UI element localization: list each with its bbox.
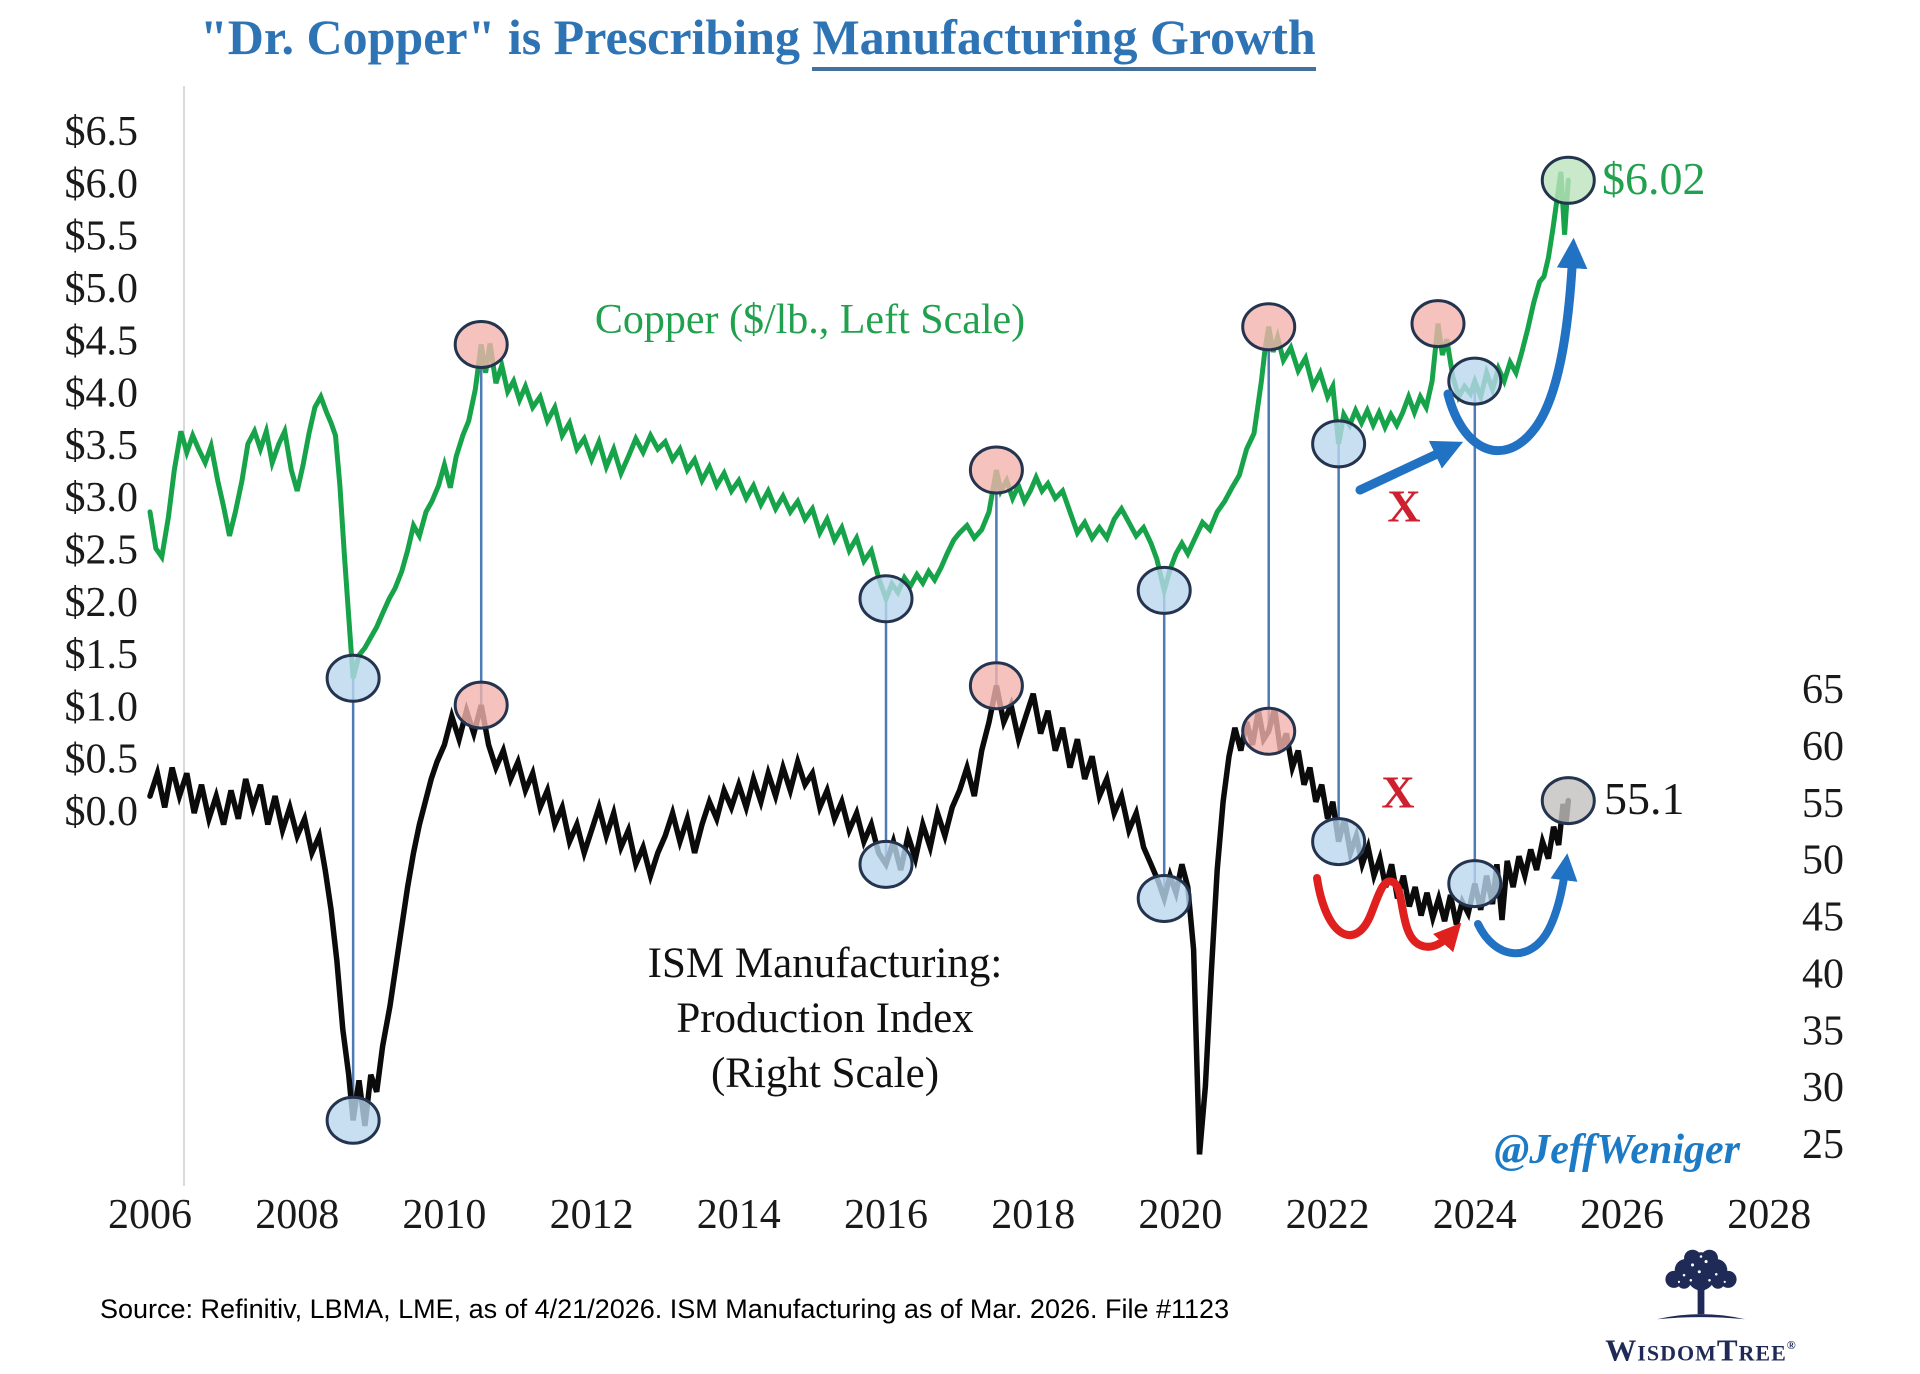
left-axis-tick-label: $4.0: [65, 371, 139, 417]
left-axis-tick-label: $2.0: [65, 580, 139, 626]
x-axis-tick-label: 2020: [1138, 1192, 1222, 1238]
left-axis-tick-label: $5.0: [65, 266, 139, 312]
x-axis-tick-label: 2014: [697, 1192, 781, 1238]
copper-series-label: Copper ($/lb., Left Scale): [594, 297, 1026, 343]
right-axis-tick-label: 50: [1802, 838, 1844, 884]
left-axis-tick-label: $3.0: [65, 475, 139, 521]
x-annotation: X: [1381, 767, 1414, 818]
ism-marker-circle-red: [453, 680, 509, 730]
x-axis-tick-label: 2028: [1727, 1192, 1811, 1238]
title-plain: "Dr. Copper" is Prescribing: [200, 9, 813, 65]
right-axis-tick-label: 65: [1802, 667, 1844, 713]
x-axis-tick-label: 2022: [1286, 1192, 1370, 1238]
copper-marker-circle-blue: [858, 574, 914, 624]
left-axis-tick-label: $4.5: [65, 318, 139, 364]
ism-marker-circle-gray: [1540, 776, 1596, 826]
ism-marker-circle-red: [1241, 706, 1297, 756]
copper-marker-circle-blue: [1311, 419, 1367, 469]
left-axis-tick-label: $2.5: [65, 528, 139, 574]
ism-series-label-line2: Production Index: [676, 995, 974, 1042]
left-axis-tick-label: $5.5: [65, 214, 139, 260]
right-axis-tick-label: 35: [1802, 1008, 1844, 1054]
ism-marker-circle-blue: [1447, 859, 1503, 909]
page-title: "Dr. Copper" is Prescribing Manufacturin…: [200, 8, 1316, 71]
x-axis-tick-label: 2018: [991, 1192, 1075, 1238]
right-axis-tick-label: 55: [1802, 781, 1844, 827]
left-axis-tick-label: $3.5: [65, 423, 139, 469]
copper-last-value-callout: $6.02: [1602, 153, 1706, 204]
left-axis-tick-label: $1.0: [65, 684, 139, 730]
wisdomtree-wordmark: WisdomTree®: [1596, 1331, 1806, 1368]
copper-marker-circle-blue: [1447, 356, 1503, 406]
left-axis-tick-label: $0.0: [65, 789, 139, 835]
ism-series-label-line1: ISM Manufacturing:: [647, 940, 1003, 987]
copper-marker-circle-blue: [325, 653, 381, 703]
ism-marker-circle-blue: [1311, 817, 1367, 867]
title-underlined: Manufacturing Growth: [812, 9, 1316, 71]
source-note: Source: Refinitiv, LBMA, LME, as of 4/21…: [100, 1294, 1230, 1324]
wisdomtree-logo: WisdomTree®: [1596, 1248, 1806, 1368]
x-annotation: X: [1387, 481, 1420, 532]
x-axis-tick-label: 2006: [108, 1192, 192, 1238]
wisdomtree-tree-icon: [1656, 1249, 1746, 1320]
left-axis-tick-label: $6.5: [65, 109, 139, 155]
copper-marker-circle-red: [1241, 302, 1297, 352]
right-axis-tick-label: 25: [1802, 1122, 1844, 1168]
x-axis-tick-label: 2012: [550, 1192, 634, 1238]
brand-name: WisdomTree: [1605, 1332, 1787, 1368]
twitter-handle: @JeffWeniger: [1494, 1127, 1740, 1173]
copper-marker-circle-green: [1540, 155, 1596, 205]
right-axis-tick-label: 40: [1802, 951, 1844, 997]
ism-marker-circle-blue: [325, 1095, 381, 1145]
x-axis-tick-label: 2026: [1580, 1192, 1664, 1238]
copper-swoosh-arrow: [1443, 237, 1588, 455]
ism-swoosh-arrow: [1474, 853, 1578, 958]
ism-marker-circle-blue: [1136, 873, 1192, 923]
x-axis-tick-label: 2008: [255, 1192, 339, 1238]
registered-mark: ®: [1786, 1338, 1797, 1352]
x-axis-tick-label: 2016: [844, 1192, 928, 1238]
x-axis-tick-label: 2010: [402, 1192, 486, 1238]
ism-series-label: ISM Manufacturing: Production Index (Rig…: [545, 936, 1105, 1101]
left-axis-tick-label: $6.0: [65, 161, 139, 207]
copper-marker-circle-red: [1410, 299, 1466, 349]
right-axis-tick-label: 45: [1802, 895, 1844, 941]
x-axis-tick-label: 2024: [1433, 1192, 1517, 1238]
ism-marker-circle-red: [968, 661, 1024, 711]
right-axis-tick-label: 30: [1802, 1065, 1844, 1111]
ism-last-value-callout: 55.1: [1604, 773, 1685, 824]
left-axis-tick-label: $0.5: [65, 737, 139, 783]
copper-trend-arrow: [1355, 440, 1464, 495]
ism-wave-arrow: [1313, 874, 1462, 953]
copper-marker-circle-red: [968, 445, 1024, 495]
copper-marker-circle-red: [453, 320, 509, 370]
ism-marker-circle-blue: [858, 839, 914, 889]
left-axis-tick-label: $1.5: [65, 632, 139, 678]
copper-marker-circle-blue: [1136, 565, 1192, 615]
right-axis-tick-label: 60: [1802, 724, 1844, 770]
ism-series-label-line3: (Right Scale): [710, 1050, 940, 1097]
